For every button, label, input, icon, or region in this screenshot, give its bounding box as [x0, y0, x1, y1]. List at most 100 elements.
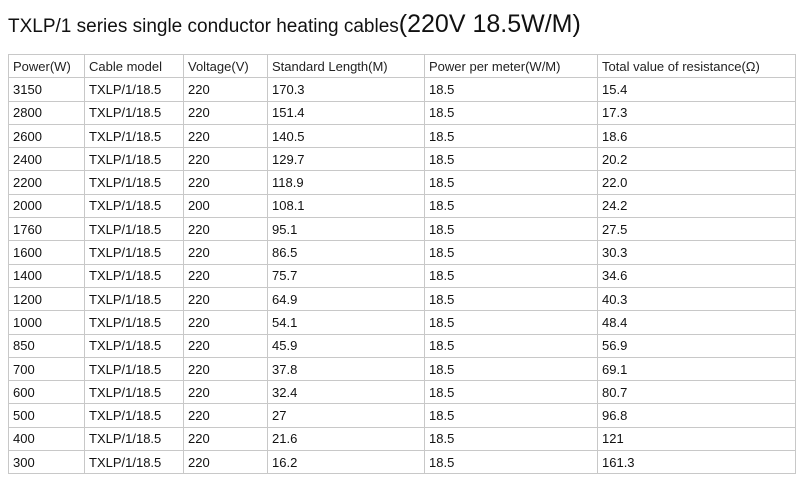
table-cell: 1200: [8, 286, 85, 312]
table-cell: 200: [183, 193, 268, 219]
table-cell: 220: [183, 77, 268, 102]
table-cell: 220: [183, 356, 268, 382]
header-cell: Cable model: [84, 53, 184, 79]
table-cell: 400: [8, 426, 85, 452]
table-cell: 18.5: [424, 286, 598, 312]
table-cell: TXLP/1/18.5: [84, 450, 184, 475]
table-cell: 220: [183, 240, 268, 265]
table-cell: 18.5: [424, 193, 598, 219]
table-row: 2400 TXLP/1/18.5 220 129.7 18.5 20.2: [8, 147, 796, 172]
table-cell: TXLP/1/18.5: [84, 77, 184, 102]
table-row: 1200 TXLP/1/18.5 220 64.9 18.5 40.3: [8, 286, 796, 312]
table-cell: 220: [183, 147, 268, 172]
table-row: 2600 TXLP/1/18.5 220 140.5 18.5 18.6: [8, 123, 796, 149]
table-cell: 45.9: [267, 333, 425, 358]
table-cell: 118.9: [267, 170, 425, 195]
table-row: 400 TXLP/1/18.5 220 21.6 18.5 121: [8, 426, 796, 452]
table-cell: 15.4: [597, 77, 796, 102]
table-cell: 27: [267, 403, 425, 428]
table-cell: 18.5: [424, 147, 598, 172]
table-cell: 64.9: [267, 286, 425, 312]
table-cell: 850: [8, 333, 85, 358]
table-cell: 18.5: [424, 380, 598, 405]
table-cell: 18.5: [424, 403, 598, 428]
table-cell: 1400: [8, 263, 85, 288]
table-cell: 16.2: [267, 450, 425, 475]
table-cell: 18.5: [424, 333, 598, 358]
table-row: 1000 TXLP/1/18.5 220 54.1 18.5 48.4: [8, 310, 796, 335]
table-cell: 220: [183, 333, 268, 358]
table-cell: TXLP/1/18.5: [84, 217, 184, 242]
table-cell: 34.6: [597, 263, 796, 288]
table-cell: 121: [597, 426, 796, 452]
header-row: Power(W) Cable model Voltage(V) Standard Le…: [8, 53, 796, 79]
table-cell: 220: [183, 426, 268, 452]
table-cell: 161.3: [597, 450, 796, 475]
table-cell: 69.1: [597, 356, 796, 382]
table-row: 1400 TXLP/1/18.5 220 75.7 18.5 34.6: [8, 263, 796, 288]
header-cell: Total value of resistance(Ω): [597, 53, 796, 79]
table-cell: TXLP/1/18.5: [84, 123, 184, 149]
table-cell: TXLP/1/18.5: [84, 100, 184, 125]
table-cell: 1760: [8, 217, 85, 242]
table-cell: TXLP/1/18.5: [84, 263, 184, 288]
table-cell: TXLP/1/18.5: [84, 147, 184, 172]
table-cell: 18.5: [424, 217, 598, 242]
table-cell: 22.0: [597, 170, 796, 195]
table-cell: 700: [8, 356, 85, 382]
table-cell: 86.5: [267, 240, 425, 265]
table-cell: 18.5: [424, 263, 598, 288]
header-cell: Standard Length(M): [267, 53, 425, 79]
table-cell: 300: [8, 450, 85, 475]
table-row: 2800 TXLP/1/18.5 220 151.4 18.5 17.3: [8, 100, 796, 125]
table-cell: 17.3: [597, 100, 796, 125]
table-row: 1600 TXLP/1/18.5 220 86.5 18.5 30.3: [8, 240, 796, 265]
table-cell: 220: [183, 123, 268, 149]
table-cell: 18.5: [424, 240, 598, 265]
table-cell: 170.3: [267, 77, 425, 102]
table-cell: 96.8: [597, 403, 796, 428]
table-cell: TXLP/1/18.5: [84, 356, 184, 382]
table-row: 300 TXLP/1/18.5 220 16.2 18.5 161.3: [8, 450, 796, 475]
table-cell: 37.8: [267, 356, 425, 382]
table-cell: TXLP/1/18.5: [84, 426, 184, 452]
header-cell: Voltage(V): [183, 53, 268, 79]
table-cell: 220: [183, 217, 268, 242]
table-cell: 220: [183, 170, 268, 195]
table-row: 2200 TXLP/1/18.5 220 118.9 18.5 22.0: [8, 170, 796, 195]
table-cell: 3150: [8, 77, 85, 102]
table-cell: 2200: [8, 170, 85, 195]
table-cell: TXLP/1/18.5: [84, 193, 184, 219]
table-cell: 24.2: [597, 193, 796, 219]
table-cell: 27.5: [597, 217, 796, 242]
table-cell: 108.1: [267, 193, 425, 219]
table-cell: 2600: [8, 123, 85, 149]
table-cell: 20.2: [597, 147, 796, 172]
table-row: 600 TXLP/1/18.5 220 32.4 18.5 80.7: [8, 380, 796, 405]
table-cell: 75.7: [267, 263, 425, 288]
table-cell: 2800: [8, 100, 85, 125]
table-cell: 18.5: [424, 170, 598, 195]
table-row: 2000 TXLP/1/18.5 200 108.1 18.5 24.2: [8, 193, 796, 219]
table-cell: TXLP/1/18.5: [84, 333, 184, 358]
table-cell: TXLP/1/18.5: [84, 310, 184, 335]
table-cell: 220: [183, 380, 268, 405]
table-cell: 18.5: [424, 450, 598, 475]
title-main: TXLP/1 series single conductor heating c…: [8, 16, 399, 37]
table-cell: 18.5: [424, 310, 598, 335]
table-cell: 80.7: [597, 380, 796, 405]
table-cell: 18.5: [424, 426, 598, 452]
table-row: 3150 TXLP/1/18.5 220 170.3 18.5 15.4: [8, 77, 796, 102]
table-cell: 30.3: [597, 240, 796, 265]
table-cell: TXLP/1/18.5: [84, 286, 184, 312]
table-cell: 56.9: [597, 333, 796, 358]
table-cell: 18.5: [424, 123, 598, 149]
table-cell: 500: [8, 403, 85, 428]
table-cell: 48.4: [597, 310, 796, 335]
table-cell: 151.4: [267, 100, 425, 125]
table-cell: 1600: [8, 240, 85, 265]
table-row: 700 TXLP/1/18.5 220 37.8 18.5 69.1: [8, 356, 796, 382]
table: Power(W) Cable model Voltage(V) Standard Le…: [8, 53, 796, 475]
table-cell: 2400: [8, 147, 85, 172]
